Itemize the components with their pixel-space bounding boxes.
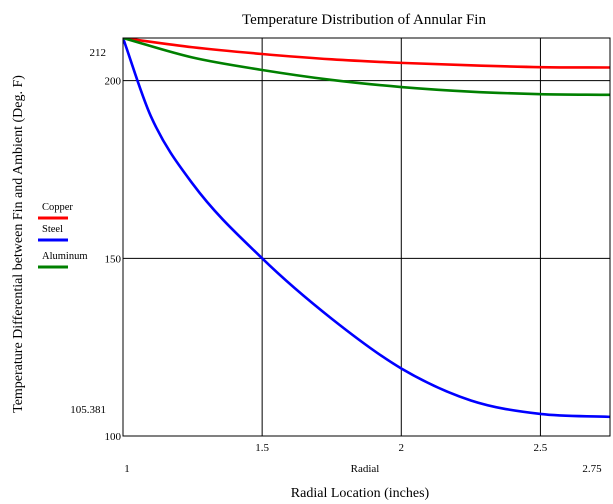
chart-title: Temperature Distribution of Annular Fin	[242, 12, 486, 28]
x-tick-label: 2	[399, 442, 405, 454]
legend-label-copper: Copper	[42, 202, 73, 213]
x-tick-label: 2.5	[534, 442, 548, 454]
y-max-label: 212	[90, 47, 107, 59]
y-tick-label: 200	[105, 76, 122, 88]
y-min-label: 105.381	[70, 404, 106, 416]
legend-label-steel: Steel	[42, 224, 63, 235]
legend-label-aluminum: Aluminum	[42, 251, 88, 262]
y-axis-label: Temperature Differential between Fin and…	[11, 75, 26, 413]
y-tick-label: 150	[105, 253, 122, 265]
legend: Copper Steel Aluminum	[38, 202, 88, 269]
x-min-label: 1	[124, 463, 130, 475]
plot-frame	[122, 37, 611, 437]
series-lines	[123, 38, 610, 419]
x-tick-label: 1.5	[255, 442, 269, 454]
series-line-aluminum	[123, 38, 610, 97]
x-range-caption: Radial	[351, 463, 380, 475]
x-axis-label: Radial Location (inches)	[291, 486, 430, 501]
series-line-copper	[123, 38, 610, 69]
x-max-label: 2.75	[582, 463, 602, 475]
y-tick-label: 100	[105, 431, 122, 443]
grid-lines	[123, 38, 610, 437]
series-line-steel	[123, 38, 610, 419]
